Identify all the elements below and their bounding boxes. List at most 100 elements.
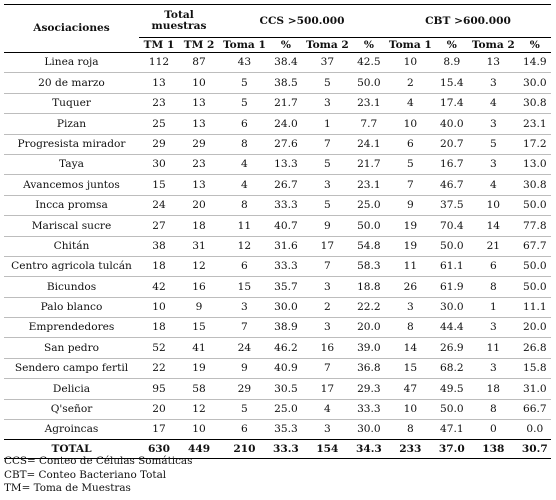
cell-ccs-toma2: 3 [302,174,353,196]
total-ccs-toma1: 210 [219,439,270,460]
table-row: Tuquer 23 13 5 21.7 3 23.1 4 17.4 4 30.8 [4,93,551,115]
cell-asociacion: Tuquer [4,93,139,115]
cell-cbt-pct2: 50.0 [518,276,551,298]
cell-ccs-toma1: 6 [241,423,248,436]
cell-ccs-toma1: 5 [219,72,270,94]
cell-asociacion: Centro agricola tulcán [4,256,139,278]
cell-ccs-pct2: 54.8 [352,236,385,257]
table-row: Delicia 95 58 29 30.5 17 29.3 47 49.5 18 31.0 [4,378,551,400]
cell-cbt-pct1: 15.4 [435,72,468,94]
cell-ccs-toma2: 17 [302,378,353,400]
cell-tm1: 112 [138,52,180,74]
cell-cbt-pct2: 77.8 [518,215,551,237]
cell-cbt-pct2: 31.0 [518,378,551,400]
cell-tm2: 87 [179,52,220,74]
cell-tm2: 10 [179,72,220,94]
cell-cbt-pct2: 17.2 [518,134,551,155]
cell-ccs-toma2: 1 [302,113,353,135]
cell-tm2: 23 [179,154,220,176]
cell-tm2: 41 [179,337,220,359]
total-ccs-toma2: 154 [302,439,353,460]
header-cbt-group: CBT >600.000 [384,4,551,38]
cell-cbt-toma2: 14 [467,215,519,237]
table-row: Incca promsa 24 20 8 33.3 5 25.0 9 37.5 10 50.0 [4,195,551,217]
cell-cbt-pct1: 61.9 [435,276,468,298]
cell-cbt-toma1: 10 [384,113,436,135]
cell-ccs-toma1: 12 [219,236,270,257]
cell-cbt-toma2: 8 [467,399,519,421]
header-tm1: TM 1 [138,37,180,53]
header-ccs-toma2: Toma 2 [302,37,353,53]
cell-ccs-pct1: 21.7 [269,93,303,115]
cell-ccs-pct1: 38.5 [269,72,303,94]
table-row: Chitán 38 31 12 31.6 17 54.8 19 50.0 21 67.7 [4,236,551,257]
cell-asociacion: Sendero campo fertil [4,358,139,380]
cell-cbt-toma1: 10 [384,52,436,74]
cell-cbt-toma1: 11 [384,256,436,278]
table-row: Q'señor 20 12 5 25.0 4 33.3 10 50.0 8 66.7 [4,399,551,421]
table-row: Sendero campo fertil 22 19 9 40.9 7 36.8 15 68.2… [4,358,551,380]
cell-ccs-pct1: 38.4 [269,52,303,74]
header-ccs-toma1: Toma 1 [219,37,270,53]
total-cbt-toma1: 233 [384,439,436,460]
table-row: Avancemos juntos 15 13 4 26.7 3 23.1 7 46.7 4 30.8 [4,174,551,196]
cell-tm1: 13 [138,72,180,94]
cell-cbt-toma2: 10 [467,195,519,217]
cell-tm2: 13 [179,93,220,115]
cell-tm1: 29 [138,134,180,155]
cell-tm1: 10 [138,297,180,319]
cell-asociacion: Pizan [4,113,139,135]
cell-cbt-toma2: 3 [467,154,519,176]
cell-cbt-pct1: 44.4 [435,317,468,339]
cell-ccs-pct2: 23.1 [352,93,385,115]
cell-cbt-pct1: 50.0 [435,399,468,421]
cell-cbt-pct2: 13.0 [518,154,551,176]
cell-ccs-toma1: 3 [219,297,270,319]
total-tm1: 630 [138,439,180,460]
cell-ccs-pct2: 7.7 [352,113,385,135]
cell-cbt-pct2: 30.8 [518,93,551,115]
cell-ccs-toma1: 8 [219,195,270,217]
cell-cbt-toma1: 5 [384,154,436,176]
cell-cbt-pct2: 0.0 [526,423,544,436]
cell-ccs-toma2: 37 [302,52,353,74]
header-asociaciones: Asociaciones [4,4,139,53]
cell-cbt-pct1: 20.7 [435,134,468,155]
cell-ccs-toma1: 5 [219,93,270,115]
cell-cbt-pct2: 15.8 [518,358,551,380]
header-cbt-pct1: % [435,37,468,53]
cell-cbt-toma2: 3 [467,72,519,94]
cell-cbt-pct1: 61.1 [435,256,468,278]
cell-tm2: 15 [179,317,220,339]
cell-cbt-toma1: 26 [384,276,436,298]
cell-tm2: 12 [179,399,220,421]
cell-asociacion: Incca promsa [4,195,139,217]
cell-cbt-pct1: 8.9 [435,52,468,74]
cell-tm2: 16 [179,276,220,298]
header-ccs-group: CCS >500.000 [219,4,385,38]
table-row: Pizan 25 13 6 24.0 1 7.7 10 40.0 3 23.1 [4,113,551,135]
cell-ccs-pct1: 30.5 [269,378,303,400]
cell-cbt-pct1: 68.2 [435,358,468,380]
cell-tm1: 20 [138,399,180,421]
cell-cbt-toma1: 8 [384,317,436,339]
cell-cbt-pct2: 50.0 [518,256,551,278]
cell-asociacion: Agroincas [44,423,99,436]
cell-cbt-toma2: 3 [467,317,519,339]
cell-ccs-pct2: 50.0 [352,215,385,237]
cell-ccs-toma2: 5 [302,154,353,176]
cell-ccs-toma2: 7 [302,134,353,155]
table-row: Taya 30 23 4 13.3 5 21.7 5 16.7 3 13.0 [4,154,551,176]
cell-ccs-pct2: 39.0 [352,337,385,359]
footnote-cbt: CBT= Conteo Bacteriano Total [4,468,167,481]
cell-cbt-pct1: 46.7 [435,174,468,196]
cell-cbt-pct2: 23.1 [518,113,551,135]
cell-ccs-toma2: 7 [302,256,353,278]
cell-ccs-pct2: 24.1 [352,134,385,155]
cell-ccs-pct2: 21.7 [352,154,385,176]
cell-ccs-pct1: 31.6 [269,236,303,257]
table-row: Bicundos 42 16 15 35.7 3 18.8 26 61.9 8 50.0 [4,276,551,298]
cell-tm1: 25 [138,113,180,135]
table-footnotes: CCS= Conteo de Células Somáticas CBT= Co… [4,455,192,496]
cell-ccs-pct1: 27.6 [269,134,303,155]
